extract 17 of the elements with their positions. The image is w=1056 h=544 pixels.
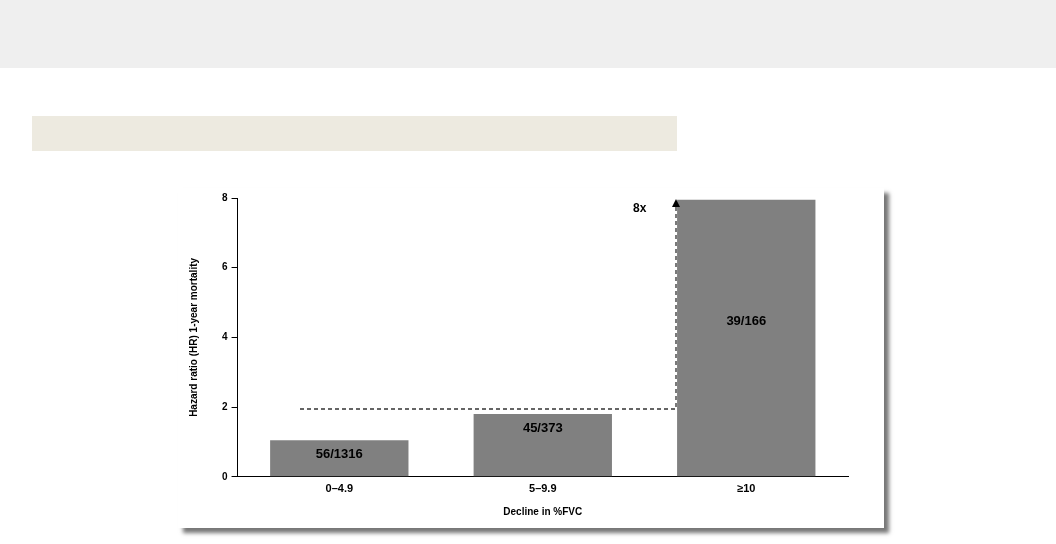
annotation: 8x [633,201,647,215]
data-label: 56/1316 [315,445,363,461]
x-axis-title: Decline in %FVC [503,505,583,517]
y-tick-label: 8 [222,191,228,203]
y-axis-title: Hazard ratio (HR) 1-year mortality [187,257,199,417]
bar [677,199,816,477]
y-tick-label: 0 [222,470,228,482]
y-tick-label: 6 [222,261,228,273]
data-label: 39/166 [726,313,767,329]
x-tick-label: 5–9.9 [529,482,557,495]
x-tick-label: ≥10 [737,482,756,495]
bar [473,414,612,477]
bar [270,440,409,477]
x-tick-label: 0–4.9 [325,482,354,495]
data-label: 45/373 [522,419,563,435]
y-tick-label: 4 [222,331,228,343]
y-tick-label: 2 [222,400,228,412]
